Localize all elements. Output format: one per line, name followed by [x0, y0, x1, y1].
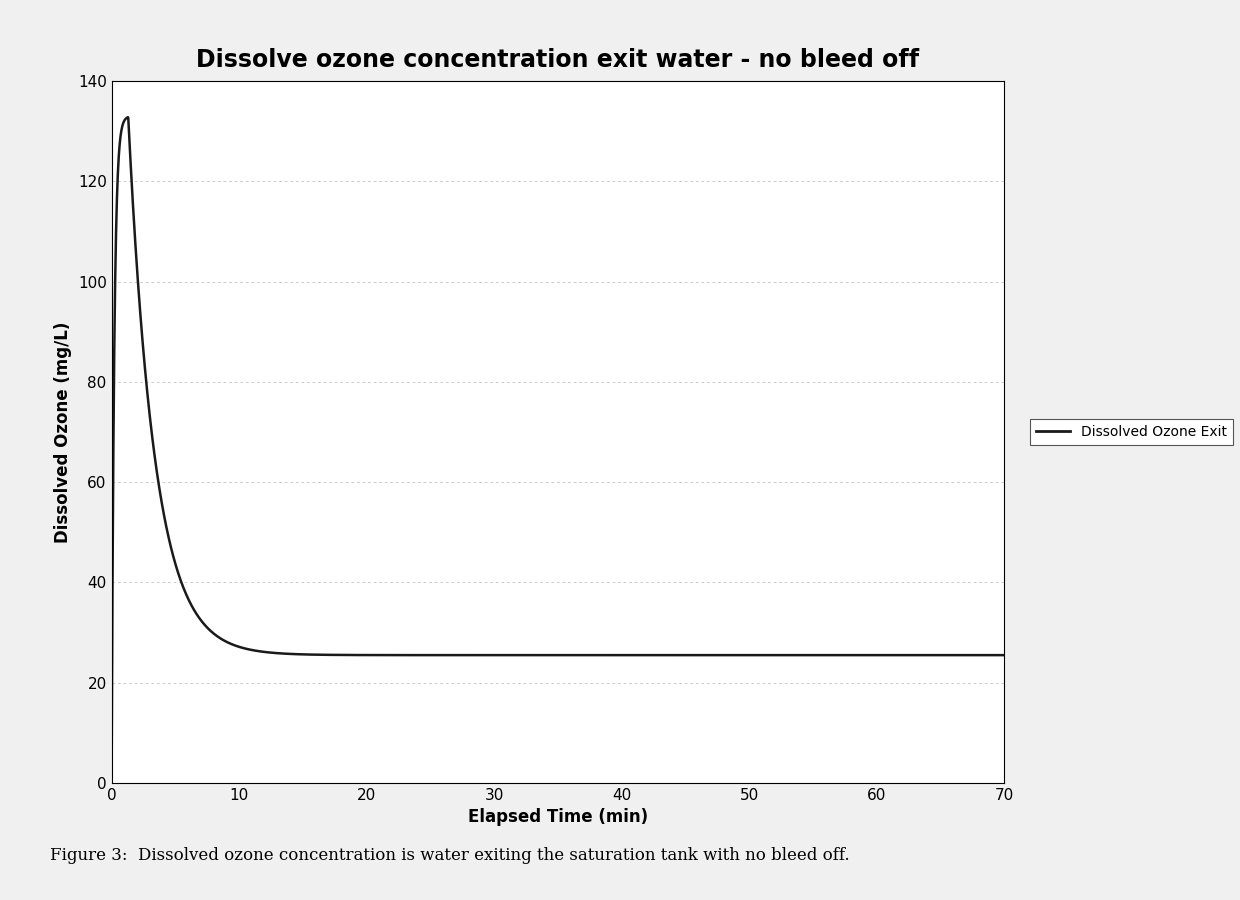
Y-axis label: Dissolved Ozone (mg/L): Dissolved Ozone (mg/L)	[55, 321, 72, 543]
Dissolved Ozone Exit	[206, 628, 221, 639]
X-axis label: Elapsed Time (min): Elapsed Time (min)	[467, 808, 649, 826]
Dissolved Ozone Exit	[486, 650, 501, 661]
Dissolved Ozone Exit	[446, 650, 461, 661]
Text: Figure 3:  Dissolved ozone concentration is water exiting the saturation tank wi: Figure 3: Dissolved ozone concentration …	[50, 847, 849, 864]
Dissolved Ozone Exit	[980, 650, 994, 661]
Line: Dissolved Ozone Exit: Dissolved Ozone Exit	[112, 117, 1004, 783]
Dissolved Ozone Exit	[120, 112, 135, 122]
Dissolved Ozone Exit	[259, 647, 274, 658]
Legend: Dissolved Ozone Exit: Dissolved Ozone Exit	[1030, 419, 1233, 445]
Dissolved Ozone Exit	[104, 778, 119, 788]
Dissolved Ozone Exit	[884, 650, 899, 661]
Title: Dissolve ozone concentration exit water - no bleed off: Dissolve ozone concentration exit water …	[196, 48, 920, 72]
Dissolved Ozone Exit	[997, 650, 1012, 661]
